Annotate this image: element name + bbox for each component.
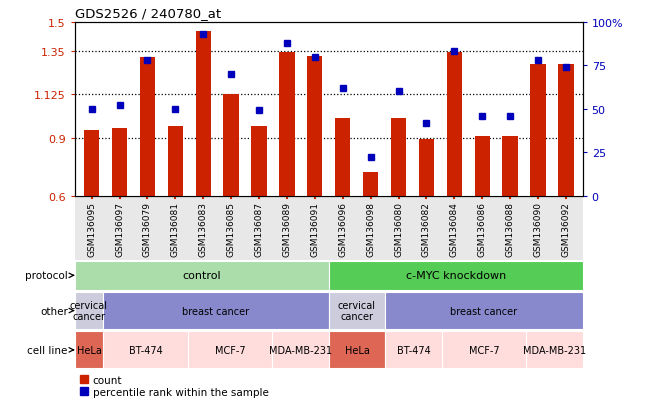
Bar (531, 65, 546, 196)
Bar (363, 173, 378, 196)
Text: GSM136085: GSM136085 (227, 201, 236, 256)
Bar (75, 261, 329, 290)
Text: cervical
cancer: cervical cancer (338, 300, 376, 322)
Text: control: control (182, 271, 221, 281)
Bar (140, 57, 155, 196)
Bar (307, 57, 322, 196)
Bar (441, 332, 526, 368)
Text: GSM136098: GSM136098 (366, 201, 375, 256)
Text: cell line: cell line (27, 345, 68, 355)
Bar (419, 139, 434, 196)
Text: GSM136087: GSM136087 (255, 201, 264, 256)
Text: GSM136082: GSM136082 (422, 201, 431, 256)
Bar (558, 65, 574, 196)
Text: GSM136092: GSM136092 (561, 201, 570, 256)
Bar (447, 52, 462, 196)
Text: GSM136096: GSM136096 (339, 201, 347, 256)
Text: GSM136090: GSM136090 (534, 201, 542, 256)
Bar (223, 95, 239, 196)
Text: breast cancer: breast cancer (450, 306, 518, 316)
Bar (475, 136, 490, 196)
Bar (251, 127, 267, 196)
Bar (279, 52, 294, 196)
Text: GSM136079: GSM136079 (143, 201, 152, 256)
Bar (187, 332, 272, 368)
Text: GSM136080: GSM136080 (394, 201, 403, 256)
Bar (272, 332, 329, 368)
Text: GSM136086: GSM136086 (478, 201, 487, 256)
Text: GSM136081: GSM136081 (171, 201, 180, 256)
Text: GSM136089: GSM136089 (283, 201, 292, 256)
Bar (75, 332, 103, 368)
Text: MCF-7: MCF-7 (469, 345, 499, 355)
Text: MDA-MB-231: MDA-MB-231 (269, 345, 332, 355)
Text: MDA-MB-231: MDA-MB-231 (523, 345, 586, 355)
Bar (329, 261, 583, 290)
Bar (526, 332, 583, 368)
Text: GDS2526 / 240780_at: GDS2526 / 240780_at (75, 7, 221, 20)
Text: BT-474: BT-474 (128, 345, 162, 355)
Text: BT-474: BT-474 (396, 345, 430, 355)
Text: HeLa: HeLa (77, 345, 102, 355)
Text: HeLa: HeLa (344, 345, 369, 355)
Text: GSM136088: GSM136088 (506, 201, 514, 256)
Bar (385, 292, 583, 329)
Text: GSM136091: GSM136091 (311, 201, 319, 256)
Bar (391, 119, 406, 196)
Legend: count, percentile rank within the sample: count, percentile rank within the sample (80, 375, 268, 397)
Text: MCF-7: MCF-7 (215, 345, 245, 355)
Bar (112, 129, 127, 196)
Text: protocol: protocol (25, 271, 68, 281)
Bar (168, 127, 183, 196)
Text: GSM136084: GSM136084 (450, 201, 459, 256)
Bar (103, 292, 329, 329)
Bar (195, 32, 211, 196)
Bar (84, 131, 99, 196)
Bar (103, 332, 187, 368)
Bar (385, 332, 441, 368)
Text: c-MYC knockdown: c-MYC knockdown (406, 271, 506, 281)
Bar (75, 292, 103, 329)
Text: breast cancer: breast cancer (182, 306, 249, 316)
Bar (329, 292, 385, 329)
Text: GSM136097: GSM136097 (115, 201, 124, 256)
Text: GSM136083: GSM136083 (199, 201, 208, 256)
Bar (335, 119, 350, 196)
Bar (503, 136, 518, 196)
Text: GSM136095: GSM136095 (87, 201, 96, 256)
Bar (329, 332, 385, 368)
Text: cervical
cancer: cervical cancer (70, 300, 108, 322)
Text: other: other (40, 306, 68, 316)
